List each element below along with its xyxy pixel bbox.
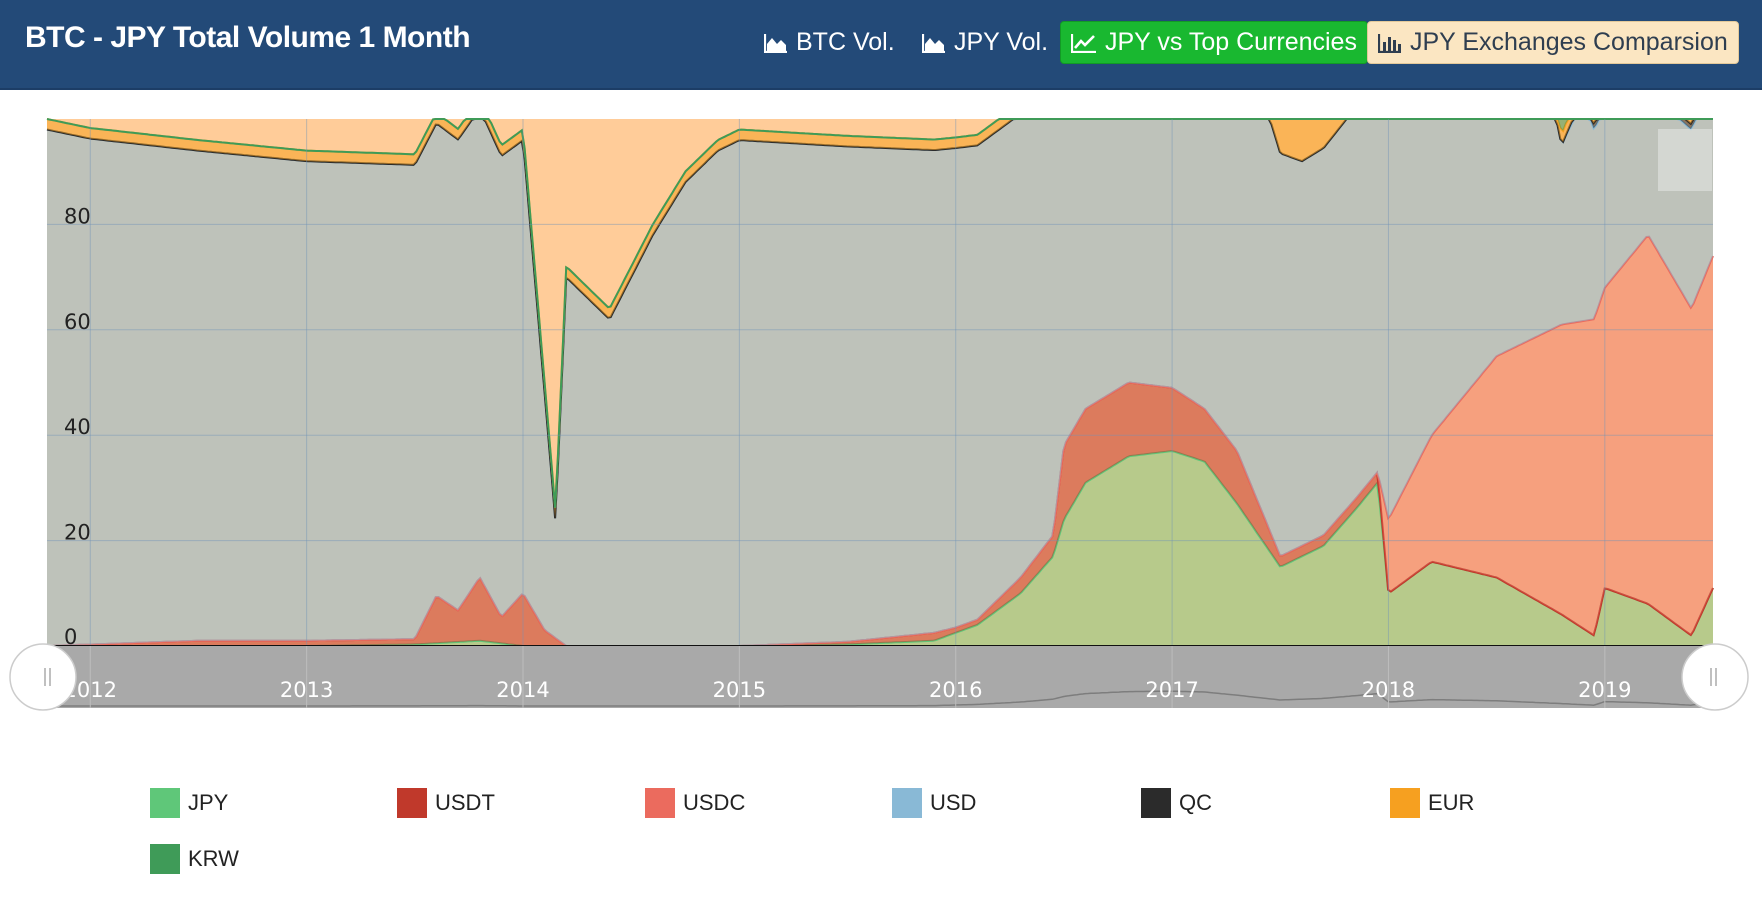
navigator-handle-right[interactable] — [1681, 643, 1749, 711]
legend-item-usd[interactable]: USD — [892, 788, 976, 818]
jpy-volume-label: JPY Vol. — [954, 28, 1049, 56]
legend-swatch — [150, 788, 180, 818]
x-tick-label: 2015 — [713, 678, 766, 702]
legend-swatch — [397, 788, 427, 818]
legend-item-qc[interactable]: QC — [1141, 788, 1212, 818]
page-title: BTC - JPY Total Volume 1 Month — [25, 21, 471, 54]
legend-item-krw[interactable]: KRW — [150, 844, 239, 874]
y-tick-label: 60 — [64, 310, 91, 334]
line-chart-icon — [1071, 33, 1096, 53]
legend-swatch — [892, 788, 922, 818]
jpy-vs-top-currencies-label: JPY vs Top Currencies — [1105, 28, 1357, 56]
legend-label: USDC — [683, 790, 746, 815]
legend-label: KRW — [188, 846, 239, 871]
area-chart-icon — [922, 33, 945, 53]
y-tick-label: 40 — [64, 415, 91, 439]
x-tick-label: 2019 — [1578, 678, 1631, 702]
jpy-exchanges-comparison-label: JPY Exchanges Comparsion — [1410, 28, 1728, 56]
btc-volume-label: BTC Vol. — [796, 28, 895, 56]
page-header: BTC - JPY Total Volume 1 Month BTC Vol. … — [0, 0, 1762, 90]
chart-legend: JPY USDT USDC USD QC EUR KRW — [0, 770, 1762, 910]
x-tick-label: 2018 — [1362, 678, 1415, 702]
legend-item-usdc[interactable]: USDC — [645, 788, 745, 818]
legend-item-eur[interactable]: EUR — [1390, 788, 1474, 818]
area-chart-icon — [764, 33, 787, 53]
navigator-handle-left[interactable] — [9, 643, 77, 711]
legend-item-usdt[interactable]: USDT — [397, 788, 495, 818]
y-tick-label: 80 — [64, 204, 91, 228]
jpy-exchanges-comparison-button[interactable]: JPY Exchanges Comparsion — [1367, 21, 1739, 64]
y-tick-label: 0 — [64, 625, 77, 649]
navigator-series-line — [47, 690, 1714, 707]
legend-label: USD — [930, 790, 977, 815]
x-tick-label: 2017 — [1145, 678, 1198, 702]
jpy-vs-top-currencies-button[interactable]: JPY vs Top Currencies — [1060, 21, 1368, 64]
legend-item-jpy[interactable]: JPY — [150, 788, 228, 818]
btc-volume-button[interactable]: BTC Vol. — [754, 21, 905, 64]
y-tick-label: 20 — [64, 521, 91, 545]
legend-label: JPY — [188, 790, 229, 815]
jpy-volume-button[interactable]: JPY Vol. — [912, 21, 1058, 64]
series-krw[interactable] — [46, 118, 1713, 508]
legend-swatch — [645, 788, 675, 818]
legend-label: USDT — [435, 790, 495, 815]
x-tick-label: 2016 — [929, 678, 982, 702]
legend-label: EUR — [1428, 790, 1475, 815]
legend-label: QC — [1179, 790, 1212, 815]
legend-swatch — [1141, 788, 1171, 818]
chart-export-menu[interactable] — [1658, 129, 1712, 191]
x-tick-label: 2014 — [496, 678, 549, 702]
legend-swatch — [150, 844, 180, 874]
navigator-band[interactable] — [47, 646, 1713, 708]
x-tick-label: 2013 — [280, 678, 333, 702]
chart-area: 0 20 40 60 80 2012 2013 2014 2015 2016 2017 2018 20… — [0, 88, 1762, 728]
legend-swatch — [1390, 788, 1420, 818]
bar-chart-icon — [1378, 33, 1401, 53]
